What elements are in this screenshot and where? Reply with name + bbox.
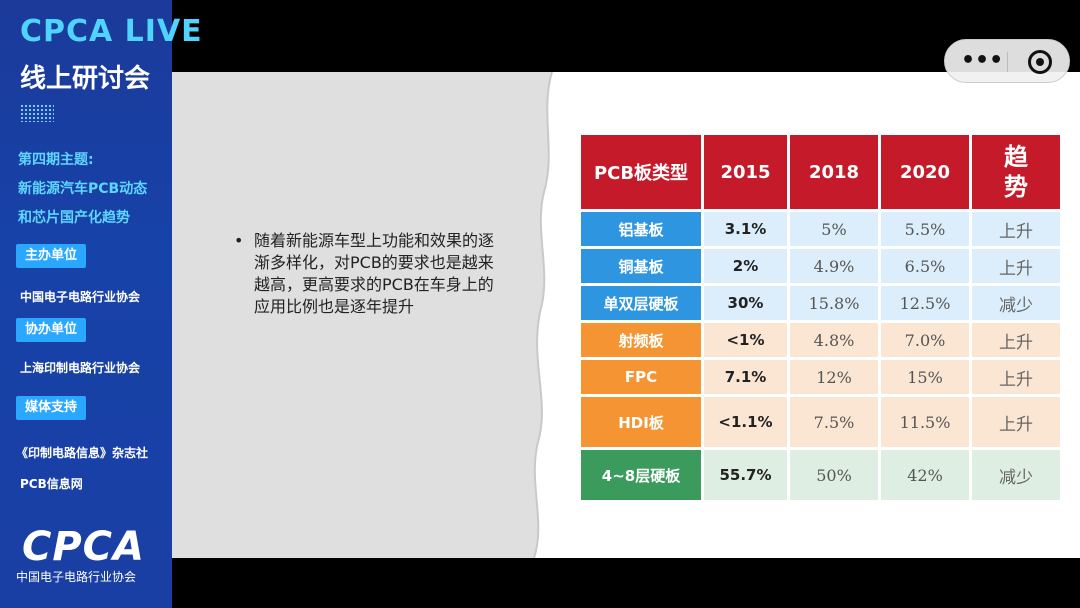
cell-2018: 4.8% [790,323,878,357]
cell-trend: 上升 [972,397,1060,447]
theme-line: 新能源汽车PCB动态 [18,181,148,197]
bullet-text: 随着新能源车型上功能和效果的逐渐多样化，对PCB的要求也是越来越高，更高要求的P… [254,231,495,316]
host-tag: 主办单位 [16,244,87,268]
cell-2020: 11.5% [881,397,969,447]
media-tag: 媒体支持 [16,396,87,420]
cell-type: 4~8层硬板 [581,450,701,500]
bullet-icon: • [234,231,244,250]
cell-2015: 30% [704,286,787,320]
cpca-full-name: 中国电子电路行业协会 [16,570,137,584]
cell-type: FPC [581,360,701,394]
cell-2020: 7.0% [881,323,969,357]
more-icon[interactable]: ••• [961,48,1004,73]
slide-left-panel [172,72,560,558]
live-title: CPCA LIVE [20,14,203,49]
cell-trend: 上升 [972,360,1060,394]
header-2018: 2018 [790,135,878,209]
cell-2015: 55.7% [704,450,787,500]
table-row: 射频板 <1% 4.8% 7.0% 上升 [581,323,1060,357]
table-row: FPC 7.1% 12% 15% 上升 [581,360,1060,394]
cell-type: 单双层硬板 [581,286,701,320]
cell-trend: 减少 [972,450,1060,500]
cell-type: 铝基板 [581,212,701,246]
sidebar: CPCA LIVE 线上研讨会 第四期主题: 新能源汽车PCB动态 和芯片国产化… [0,0,202,608]
cell-2018: 5% [790,212,878,246]
live-subtitle: 线上研讨会 [20,64,151,94]
theme-line: 和芯片国产化趋势 [18,210,130,226]
table-row: 铝基板 3.1% 5% 5.5% 上升 [581,212,1060,246]
cell-type: HDI板 [581,397,701,447]
cell-2015: 3.1% [704,212,787,246]
cell-2015: <1.1% [704,397,787,447]
cell-2018: 50% [790,450,878,500]
header-2015: 2015 [704,135,787,209]
cell-2015: 7.1% [704,360,787,394]
cell-2020: 42% [881,450,969,500]
cell-type: 铜基板 [581,249,701,283]
cell-2020: 12.5% [881,286,969,320]
cell-type: 射频板 [581,323,701,357]
cell-2018: 12% [790,360,878,394]
capsule-menu: ••• [944,39,1070,83]
theme-line: 第四期主题: [18,152,94,168]
cell-2020: 5.5% [881,212,969,246]
pcb-share-table: PCB板类型 2015 2018 2020 趋势 铝基板 3.1% 5% 5.5% 上升… [578,132,1063,503]
table-row: 单双层硬板 30% 15.8% 12.5% 减少 [581,286,1060,320]
header-trend-label: 趋势 [1004,143,1028,201]
cpca-logo: CPCA [22,524,145,570]
table-row: 4~8层硬板 55.7% 50% 42% 减少 [581,450,1060,500]
cell-2018: 4.9% [790,249,878,283]
theme-text: 第四期主题: 新能源汽车PCB动态 和芯片国产化趋势 [18,146,147,233]
header-type: PCB板类型 [581,135,701,209]
table-row: 铜基板 2% 4.9% 6.5% 上升 [581,249,1060,283]
target-icon[interactable] [1028,50,1052,74]
dot-pattern-decoration [20,104,54,122]
host-org: 中国电子电路行业协会 [20,290,141,304]
cell-trend: 上升 [972,249,1060,283]
cell-2015: <1% [704,323,787,357]
table-header-row: PCB板类型 2015 2018 2020 趋势 [581,135,1060,209]
cell-2018: 15.8% [790,286,878,320]
header-trend: 趋势 [972,135,1060,209]
co-host-tag: 协办单位 [16,318,87,342]
co-host-org: 上海印制电路行业协会 [20,361,141,375]
cell-trend: 上升 [972,323,1060,357]
cell-2018: 7.5% [790,397,878,447]
cell-trend: 减少 [972,286,1060,320]
media-org: 《印制电路信息》杂志社 [16,446,149,460]
cell-2015: 2% [704,249,787,283]
cell-trend: 上升 [972,212,1060,246]
media-org: PCB信息网 [20,477,83,491]
torn-edge-decoration [500,72,553,558]
table-row: HDI板 <1.1% 7.5% 11.5% 上升 [581,397,1060,447]
cell-2020: 6.5% [881,249,969,283]
slide-bullet: • 随着新能源车型上功能和效果的逐渐多样化，对PCB的要求也是越来越高，更高要求… [234,230,495,318]
header-2020: 2020 [881,135,969,209]
cell-2020: 15% [881,360,969,394]
capsule-divider [1007,52,1008,72]
